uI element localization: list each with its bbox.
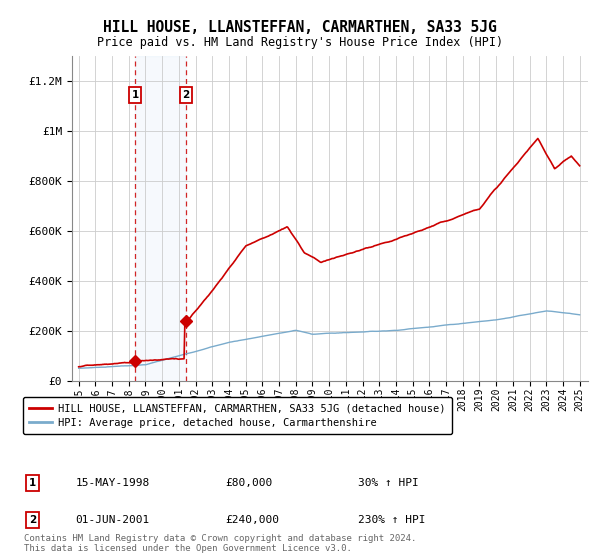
- Text: 2: 2: [182, 90, 190, 100]
- Text: 01-JUN-2001: 01-JUN-2001: [76, 515, 149, 525]
- Text: 2: 2: [29, 515, 37, 525]
- Text: 1: 1: [29, 478, 37, 488]
- Text: 30% ↑ HPI: 30% ↑ HPI: [358, 478, 418, 488]
- Legend: HILL HOUSE, LLANSTEFFAN, CARMARTHEN, SA33 5JG (detached house), HPI: Average pri: HILL HOUSE, LLANSTEFFAN, CARMARTHEN, SA3…: [23, 397, 452, 434]
- Text: Price paid vs. HM Land Registry's House Price Index (HPI): Price paid vs. HM Land Registry's House …: [97, 36, 503, 49]
- Bar: [571, 56, 588, 381]
- Bar: [135, 56, 186, 381]
- Text: £80,000: £80,000: [225, 478, 272, 488]
- Text: 1: 1: [131, 90, 139, 100]
- Text: HILL HOUSE, LLANSTEFFAN, CARMARTHEN, SA33 5JG: HILL HOUSE, LLANSTEFFAN, CARMARTHEN, SA3…: [103, 20, 497, 35]
- Text: 15-MAY-1998: 15-MAY-1998: [76, 478, 149, 488]
- Text: £240,000: £240,000: [225, 515, 279, 525]
- Text: Contains HM Land Registry data © Crown copyright and database right 2024.
This d: Contains HM Land Registry data © Crown c…: [23, 534, 416, 553]
- Text: 230% ↑ HPI: 230% ↑ HPI: [358, 515, 425, 525]
